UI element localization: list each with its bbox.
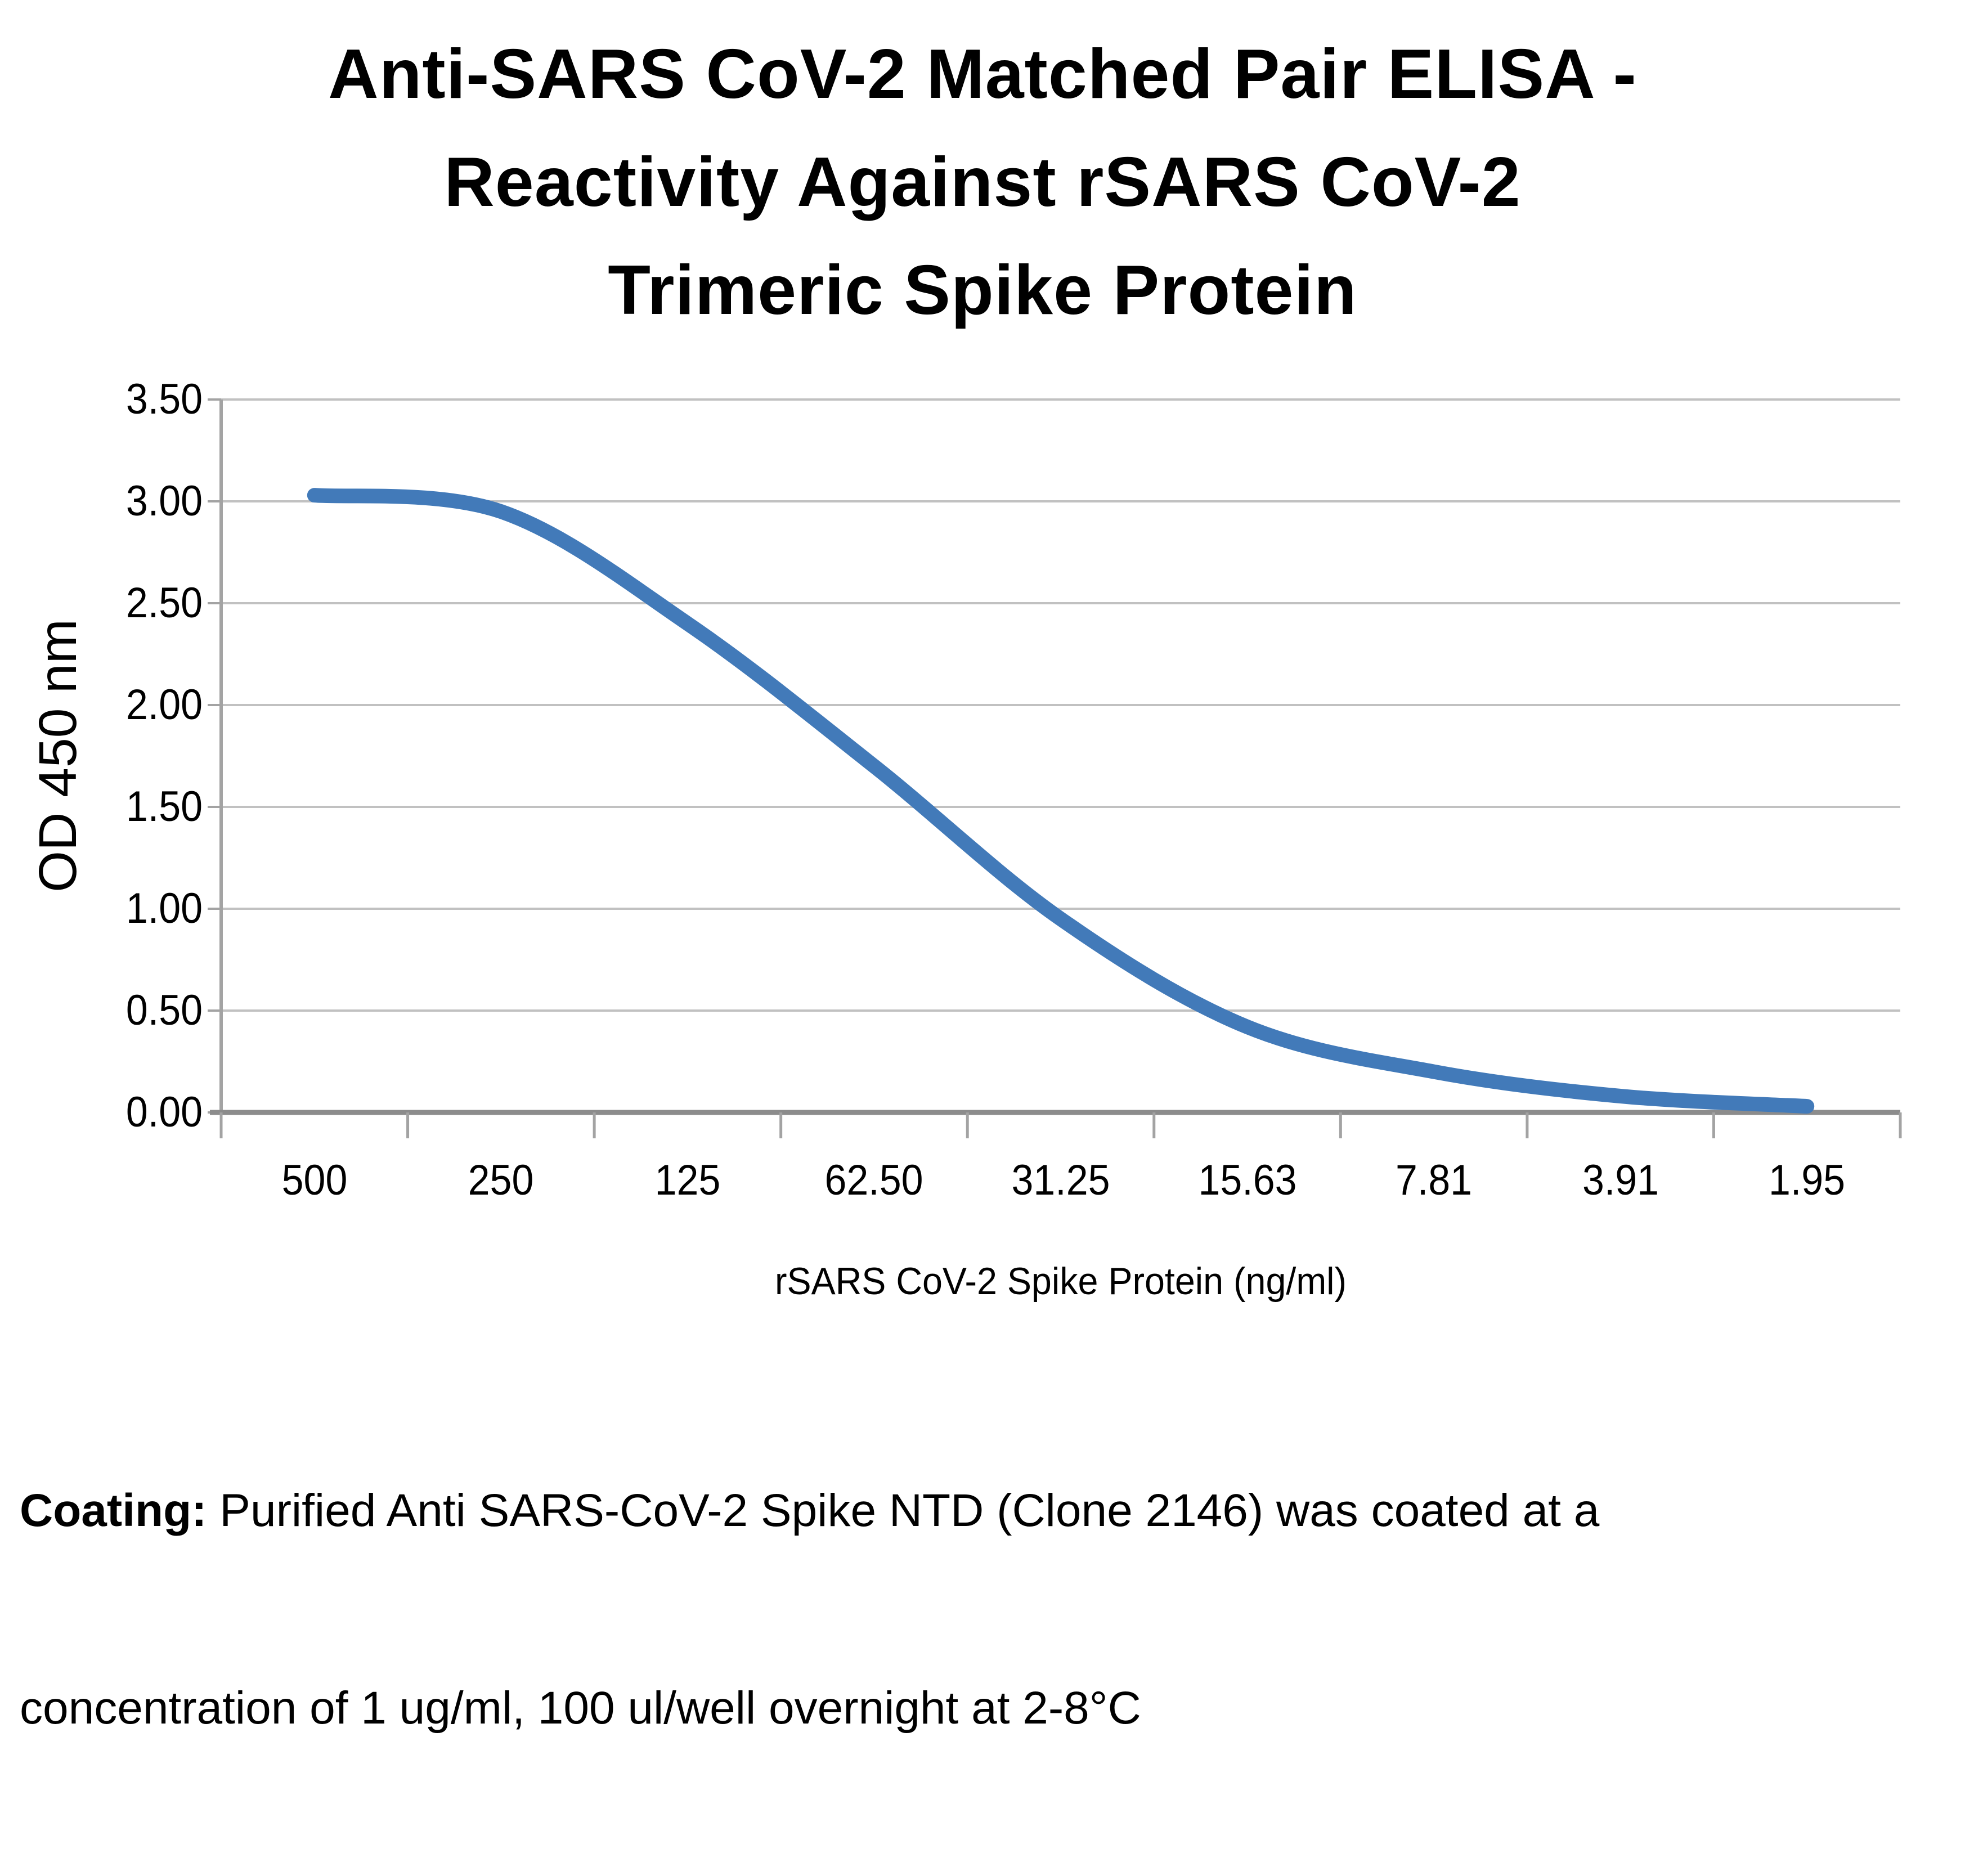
chart-title-line-1: Anti-SARS CoV-2 Matched Pair ELISA - [328, 35, 1637, 113]
y-tick-label: 1.00 [125, 885, 203, 932]
x-tick-label: 7.81 [1396, 1156, 1473, 1204]
y-tick-label: 0.00 [125, 1088, 203, 1136]
chart-title: Anti-SARS CoV-2 Matched Pair ELISA - Rea… [0, 20, 1965, 345]
y-axis-title: OD 450 nm [28, 619, 88, 892]
y-tick-label: 2.50 [125, 579, 203, 627]
y-tick-label: 3.50 [125, 375, 203, 423]
assay-protocol-text: Coating: Purified Anti SARS-CoV-2 Spike … [20, 1346, 1950, 1876]
x-tick-label: 500 [281, 1156, 348, 1204]
x-tick-label: 15.63 [1198, 1156, 1297, 1204]
x-tick-label: 1.95 [1769, 1156, 1846, 1204]
elisa-curve [307, 488, 1815, 1114]
y-tick-label: 1.50 [125, 783, 203, 831]
coating-line-1: Coating: Purified Anti SARS-CoV-2 Spike … [20, 1485, 1600, 1536]
chart-title-line-3: Trimeric Spike Protein [608, 252, 1357, 330]
chart-title-line-2: Reactivity Against rSARS CoV-2 [444, 143, 1521, 222]
y-tick-label: 2.00 [125, 681, 203, 729]
x-tick-label: 31.25 [1011, 1156, 1110, 1204]
x-tick-label: 3.91 [1582, 1156, 1659, 1204]
x-tick-label: 62.50 [824, 1156, 923, 1204]
y-tick-label: 3.00 [125, 477, 203, 525]
coating-label: Coating: [20, 1485, 207, 1536]
x-axis-title: rSARS CoV-2 Spike Protein (ng/ml) [774, 1260, 1347, 1303]
x-tick-label: 125 [654, 1156, 721, 1204]
sample-line-1: Sample: Purified rSARS CoV-2 Trimeric Sp… [20, 1873, 1950, 1876]
x-tick-label: 250 [468, 1156, 534, 1204]
y-tick-label: 0.50 [125, 986, 203, 1034]
coating-line-2: concentration of 1 ug/ml, 100 ul/well ov… [20, 1682, 1141, 1734]
